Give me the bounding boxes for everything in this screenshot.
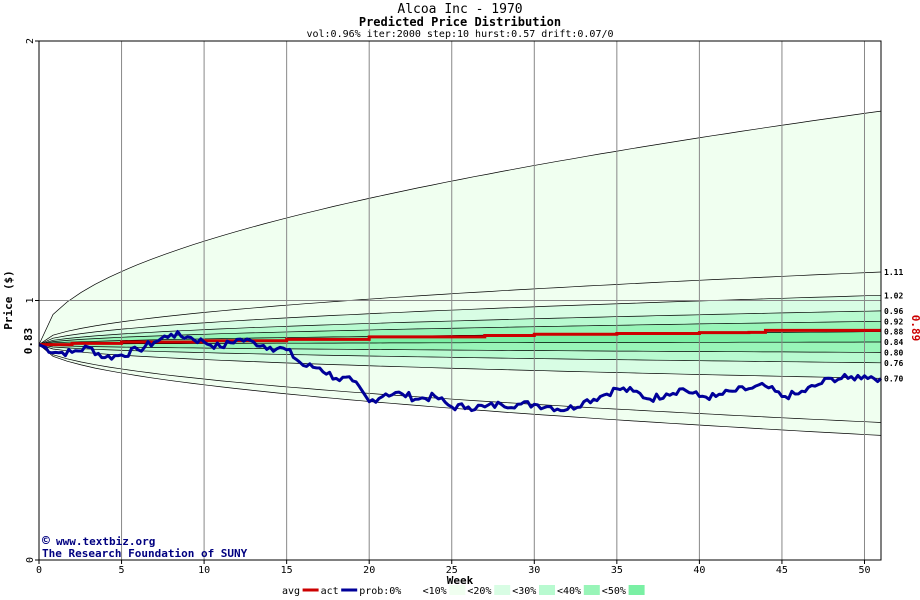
band-value-label: 0.88 bbox=[884, 328, 903, 337]
credits: © www.textbiz.org The Research Foundatio… bbox=[42, 534, 248, 560]
x-tick-label: 10 bbox=[198, 565, 210, 576]
legend-color-swatch bbox=[494, 585, 511, 595]
start-price-label: 0.83 bbox=[22, 328, 35, 355]
band-value-label: 0.80 bbox=[884, 348, 903, 357]
y-tick-label: 0 bbox=[25, 557, 36, 563]
x-tick-label: 0 bbox=[36, 565, 42, 576]
legend-label: act bbox=[321, 586, 339, 597]
axes: 0 5 10 15 20 25 30 35 40 45 50 0 1 2 1.11 1.02 0.960.92 0… bbox=[25, 38, 903, 576]
band-boundary-2 bbox=[38, 271, 882, 345]
avg-series-line bbox=[39, 328, 881, 347]
end-actual-label: 0.89 bbox=[909, 315, 920, 342]
simulation-params: vol:0.96% iter:2000 step:10 hurst:0.57 d… bbox=[306, 29, 613, 40]
band-boundary-0 bbox=[38, 110, 882, 345]
legend-label: avg bbox=[282, 586, 300, 597]
band-value-label: 1.11 bbox=[884, 268, 903, 277]
band-boundary-5 bbox=[38, 344, 882, 379]
x-tick-label: 15 bbox=[281, 565, 293, 576]
x-tick-label: 45 bbox=[776, 565, 788, 576]
legend-label: <40% bbox=[557, 586, 581, 597]
legend-label: prob:0% bbox=[359, 586, 401, 597]
band-boundary-3 bbox=[38, 344, 882, 423]
legend: avg act prob:0% <10% <20% <30% <40% <50% bbox=[282, 585, 645, 597]
legend-label: <10% bbox=[423, 586, 447, 597]
chart-subtitle: Predicted Price Distribution bbox=[359, 15, 561, 29]
legend-color-swatch bbox=[583, 585, 600, 595]
legend-label: <30% bbox=[512, 586, 536, 597]
band-boundary-1 bbox=[38, 344, 882, 436]
y-axis-label: Price ($) bbox=[2, 270, 15, 330]
band-value-label: 0.96 bbox=[884, 307, 903, 316]
copyright-icon: © bbox=[42, 534, 50, 549]
legend-color-swatch bbox=[539, 585, 555, 595]
x-tick-label: 25 bbox=[446, 565, 458, 576]
credit-site: www.textbiz.org bbox=[56, 535, 155, 548]
x-tick-label: 30 bbox=[528, 565, 540, 576]
band-value-label: 0.76 bbox=[884, 359, 903, 368]
band-value-label: 0.92 bbox=[884, 317, 903, 326]
plot-area bbox=[38, 41, 883, 560]
x-tick-label: 40 bbox=[693, 565, 705, 576]
x-tick-label: 50 bbox=[858, 565, 870, 576]
y-tick-label: 1 bbox=[25, 297, 36, 303]
band-boundary-11 bbox=[38, 341, 881, 345]
x-axis-label: Week bbox=[447, 574, 474, 587]
y-tick-label: 2 bbox=[25, 38, 36, 44]
legend-label: <20% bbox=[467, 586, 491, 597]
legend-label: <50% bbox=[602, 586, 626, 597]
x-tick-label: 5 bbox=[119, 565, 125, 576]
band-boundary-9 bbox=[38, 344, 882, 353]
actual-series-line bbox=[38, 330, 883, 413]
legend-color-swatch bbox=[404, 585, 421, 595]
band-boundary-4 bbox=[38, 294, 882, 345]
legend-color-swatch bbox=[449, 585, 466, 595]
x-tick-label: 35 bbox=[611, 565, 623, 576]
credit-org: The Research Foundation of SUNY bbox=[42, 547, 248, 560]
band-boundary-6 bbox=[38, 310, 882, 345]
legend-color-swatch bbox=[628, 585, 645, 595]
band-value-label: 0.84 bbox=[884, 338, 903, 347]
band-value-label: 1.02 bbox=[884, 291, 903, 300]
band-boundary-7 bbox=[38, 344, 882, 364]
band-value-label: 0.70 bbox=[884, 374, 903, 383]
x-tick-label: 20 bbox=[363, 565, 375, 576]
chart-title: Alcoa Inc - 1970 bbox=[397, 2, 522, 17]
